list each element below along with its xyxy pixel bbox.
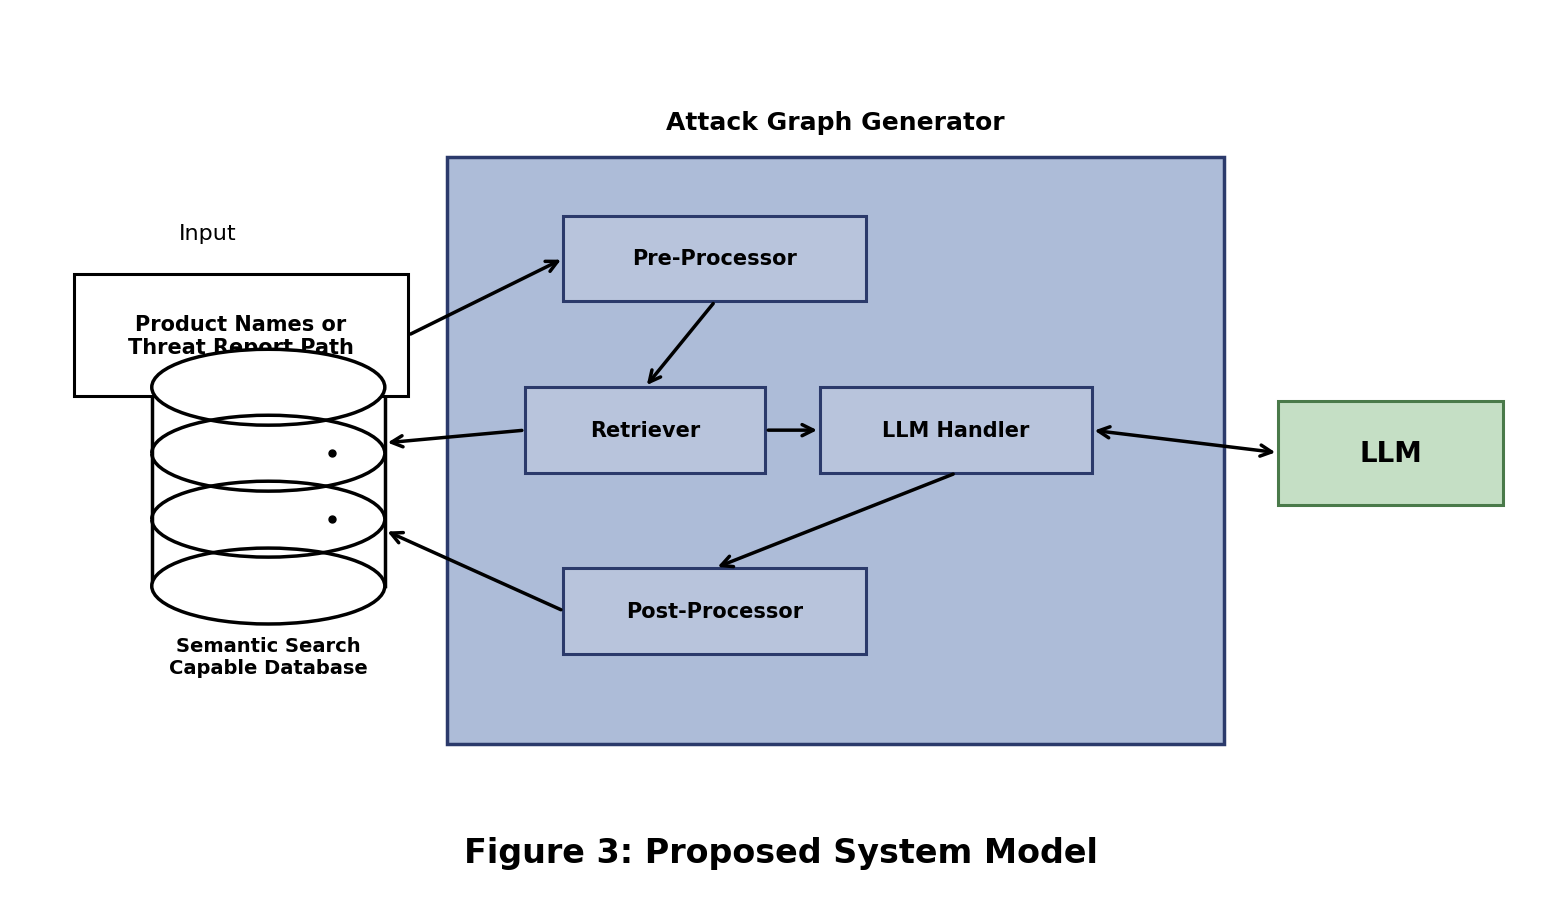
Text: Retriever: Retriever [590,421,700,441]
Text: Figure 3: Proposed System Model: Figure 3: Proposed System Model [464,836,1098,869]
Text: Input: Input [180,223,236,243]
FancyBboxPatch shape [564,216,867,302]
Bar [152,388,384,587]
FancyBboxPatch shape [820,388,1092,474]
Text: LLM Handler: LLM Handler [883,421,1029,441]
FancyBboxPatch shape [447,158,1223,744]
Ellipse shape [152,548,384,624]
Text: Post-Processor: Post-Processor [626,601,803,621]
Text: Pre-Processor: Pre-Processor [633,250,798,269]
Text: Product Names or
Threat Report Path: Product Names or Threat Report Path [128,314,355,357]
Text: Semantic Search
Capable Database: Semantic Search Capable Database [169,636,367,677]
Text: LLM: LLM [1359,439,1423,467]
Ellipse shape [152,350,384,425]
FancyBboxPatch shape [564,568,867,654]
FancyBboxPatch shape [1278,402,1504,505]
FancyBboxPatch shape [525,388,765,474]
FancyBboxPatch shape [73,275,408,397]
Text: Attack Graph Generator: Attack Graph Generator [665,111,1004,135]
